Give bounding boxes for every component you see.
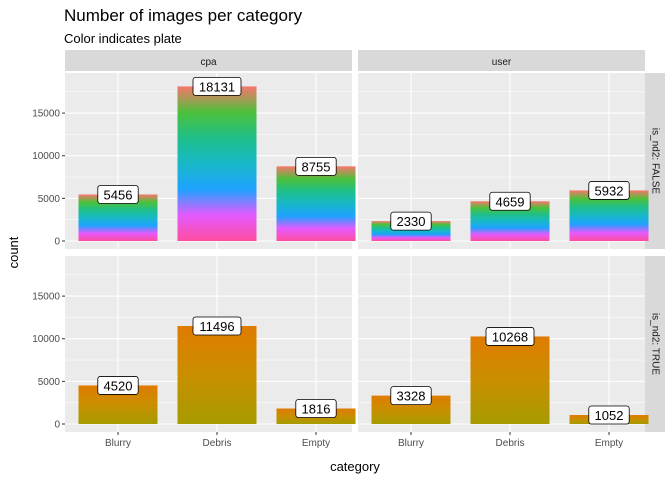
row-strip-label: is_nd2: TRUE <box>649 313 660 375</box>
data-label: 10268 <box>492 329 528 344</box>
data-label-box <box>97 185 139 204</box>
x-tick-label: Empty <box>302 438 330 449</box>
facet-strip-cpa <box>65 50 352 71</box>
chart-subtitle: Color indicates plate <box>64 31 182 46</box>
x-axis-title: category <box>330 459 380 474</box>
facet-strip-user <box>358 50 645 71</box>
y-tick-label: 15000 <box>32 109 60 120</box>
data-label-box <box>390 386 432 406</box>
y-tick-label: 10000 <box>32 334 60 345</box>
data-label: 5932 <box>595 183 624 198</box>
y-tick-label: 5000 <box>38 377 61 388</box>
data-label: 18131 <box>199 79 235 94</box>
bar-debris <box>470 336 550 424</box>
data-label: 4659 <box>496 194 525 209</box>
x-tick-label: Debris <box>496 438 525 449</box>
data-label-box <box>192 77 242 96</box>
x-tick-label: Blurry <box>398 438 424 449</box>
facet-strip-label: user <box>492 57 512 68</box>
facet-strip-label: cpa <box>200 57 217 68</box>
y-tick-label: 10000 <box>32 151 60 162</box>
data-label: 5456 <box>104 187 133 202</box>
data-label: 8755 <box>302 159 331 174</box>
bar-debris <box>177 325 257 424</box>
x-tick-label: Empty <box>595 438 623 449</box>
y-tick-label: 15000 <box>32 292 60 303</box>
data-label: 11496 <box>199 319 234 334</box>
bar-debris <box>177 86 257 242</box>
data-label-box <box>97 376 139 395</box>
row-strip <box>645 73 665 249</box>
data-label-box <box>295 156 337 176</box>
data-label-box <box>588 405 630 425</box>
row-strip <box>645 256 665 432</box>
data-label-box <box>489 191 531 211</box>
y-tick-label: 0 <box>54 237 60 248</box>
bar-empty <box>276 166 356 241</box>
x-tick-label: Blurry <box>105 438 131 449</box>
y-tick-label: 5000 <box>38 194 61 205</box>
data-label-box <box>390 211 432 231</box>
data-label: 4520 <box>104 378 133 393</box>
data-label-box <box>485 327 535 346</box>
data-label: 2330 <box>397 214 426 229</box>
row-strip-label: is_nd2: FALSE <box>649 128 660 194</box>
data-label-box <box>588 181 630 200</box>
data-label: 1052 <box>595 408 624 423</box>
data-label-box <box>295 399 337 418</box>
data-label: 3328 <box>397 389 426 404</box>
data-label-box <box>192 316 242 336</box>
chart-title: Number of images per category <box>64 6 303 25</box>
y-tick-label: 0 <box>54 420 60 431</box>
data-label: 1816 <box>302 402 331 417</box>
y-axis-title: count <box>6 236 21 268</box>
x-tick-label: Debris <box>203 438 232 449</box>
